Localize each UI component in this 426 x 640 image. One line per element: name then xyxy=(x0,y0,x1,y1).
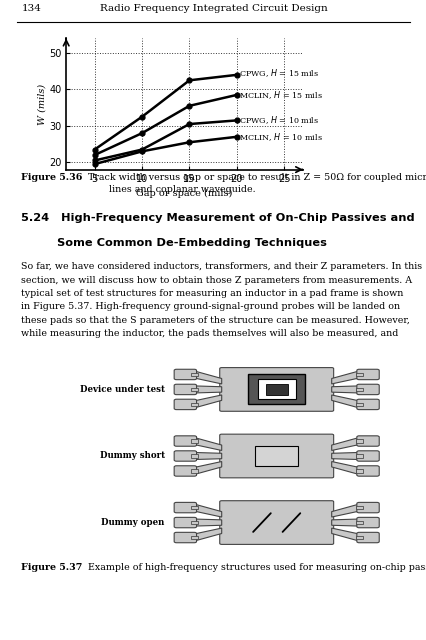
Polygon shape xyxy=(194,519,221,526)
Text: Device under test: Device under test xyxy=(80,385,164,394)
Text: typical set of test structures for measuring an inductor in a pad frame is shown: typical set of test structures for measu… xyxy=(21,289,403,298)
Bar xyxy=(257,380,295,399)
Bar xyxy=(190,439,197,443)
FancyBboxPatch shape xyxy=(174,502,196,513)
Bar xyxy=(190,388,197,391)
Bar xyxy=(265,383,287,396)
Text: Some Common De-Embedding Techniques: Some Common De-Embedding Techniques xyxy=(21,239,326,248)
Polygon shape xyxy=(194,371,221,384)
Y-axis label: W (mils): W (mils) xyxy=(37,83,46,125)
FancyBboxPatch shape xyxy=(356,384,378,395)
Polygon shape xyxy=(194,386,221,393)
Text: MCLIN, $H$ = 10 mils: MCLIN, $H$ = 10 mils xyxy=(238,131,322,143)
Bar xyxy=(355,388,362,391)
FancyBboxPatch shape xyxy=(356,502,378,513)
FancyBboxPatch shape xyxy=(174,369,196,380)
Text: 134: 134 xyxy=(21,4,41,13)
FancyBboxPatch shape xyxy=(174,466,196,476)
FancyBboxPatch shape xyxy=(219,500,333,545)
FancyBboxPatch shape xyxy=(356,436,378,446)
Polygon shape xyxy=(331,519,358,526)
Polygon shape xyxy=(194,395,221,408)
Bar xyxy=(190,521,197,524)
Text: while measuring the inductor, the pads themselves will also be measured, and: while measuring the inductor, the pads t… xyxy=(21,329,398,338)
FancyBboxPatch shape xyxy=(219,367,333,412)
Polygon shape xyxy=(331,528,358,541)
Bar xyxy=(190,506,197,509)
Bar xyxy=(355,506,362,509)
FancyBboxPatch shape xyxy=(174,517,196,528)
Bar xyxy=(355,469,362,473)
Polygon shape xyxy=(194,528,221,541)
Text: Figure 5.36: Figure 5.36 xyxy=(21,173,83,182)
FancyBboxPatch shape xyxy=(174,451,196,461)
Polygon shape xyxy=(194,438,221,451)
Bar xyxy=(248,374,304,404)
Text: Example of high-frequency structures used for measuring on-chip passives.: Example of high-frequency structures use… xyxy=(82,563,426,572)
Polygon shape xyxy=(331,438,358,451)
Polygon shape xyxy=(194,504,221,517)
Polygon shape xyxy=(331,504,358,517)
FancyBboxPatch shape xyxy=(219,434,333,478)
Bar xyxy=(355,521,362,524)
Bar xyxy=(190,372,197,376)
FancyBboxPatch shape xyxy=(356,369,378,380)
Bar xyxy=(355,454,362,458)
Bar xyxy=(355,439,362,443)
FancyBboxPatch shape xyxy=(174,436,196,446)
FancyBboxPatch shape xyxy=(174,384,196,395)
Text: So far, we have considered inductors, transformers, and their Z parameters. In t: So far, we have considered inductors, tr… xyxy=(21,262,421,271)
FancyBboxPatch shape xyxy=(356,399,378,410)
Bar xyxy=(355,372,362,376)
FancyBboxPatch shape xyxy=(356,532,378,543)
FancyBboxPatch shape xyxy=(174,532,196,543)
Text: 5.24   High-Frequency Measurement of On-Chip Passives and: 5.24 High-Frequency Measurement of On-Ch… xyxy=(21,213,414,223)
Polygon shape xyxy=(331,395,358,408)
Bar xyxy=(190,454,197,458)
Polygon shape xyxy=(331,452,358,460)
Text: in Figure 5.37. High-frequency ground-signal-ground probes will be landed on: in Figure 5.37. High-frequency ground-si… xyxy=(21,302,400,311)
Bar xyxy=(254,446,298,466)
Polygon shape xyxy=(194,461,221,474)
Polygon shape xyxy=(331,461,358,474)
Text: MCLIN, $H$ = 15 mils: MCLIN, $H$ = 15 mils xyxy=(238,89,322,100)
Text: CPWG, $H$ = 15 mils: CPWG, $H$ = 15 mils xyxy=(238,67,318,79)
Bar xyxy=(355,403,362,406)
Polygon shape xyxy=(194,452,221,460)
Text: Dummy open: Dummy open xyxy=(101,518,164,527)
Text: these pads so that the S parameters of the structure can be measured. However,: these pads so that the S parameters of t… xyxy=(21,316,409,324)
FancyBboxPatch shape xyxy=(174,399,196,410)
FancyBboxPatch shape xyxy=(356,466,378,476)
FancyBboxPatch shape xyxy=(356,451,378,461)
Polygon shape xyxy=(331,386,358,393)
Text: CPWG, $H$ = 10 mils: CPWG, $H$ = 10 mils xyxy=(238,115,318,126)
Text: Radio Frequency Integrated Circuit Design: Radio Frequency Integrated Circuit Desig… xyxy=(99,4,327,13)
Polygon shape xyxy=(331,371,358,384)
Text: Figure 5.37: Figure 5.37 xyxy=(21,563,83,572)
X-axis label: Gap or space (mils): Gap or space (mils) xyxy=(136,189,232,198)
Bar xyxy=(190,469,197,473)
Text: Dummy short: Dummy short xyxy=(99,451,164,461)
Bar xyxy=(355,536,362,540)
Text: Track width versus gap or space to result in Z = 50Ω for coupled microstrip
    : Track width versus gap or space to resul… xyxy=(82,173,426,193)
FancyBboxPatch shape xyxy=(356,517,378,528)
Bar xyxy=(190,403,197,406)
Bar xyxy=(190,536,197,540)
Text: section, we will discuss how to obtain those Z parameters from measurements. A: section, we will discuss how to obtain t… xyxy=(21,276,412,285)
